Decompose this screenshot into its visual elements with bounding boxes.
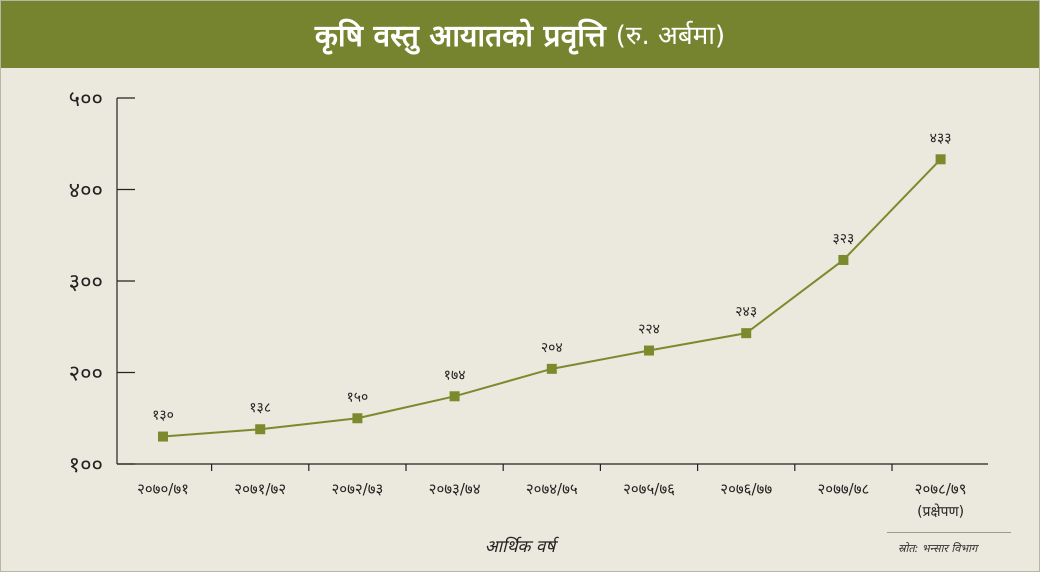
data-point (546, 363, 557, 374)
y-tick-label: ५०० (69, 87, 103, 112)
source-divider (887, 532, 1011, 533)
series-line (162, 158, 942, 438)
data-point (352, 413, 363, 424)
data-point (935, 154, 946, 165)
data-label: ३२३ (832, 231, 854, 247)
data-label: १३८ (249, 400, 271, 416)
y-tick-label: १०० (69, 453, 103, 478)
data-point (158, 431, 168, 442)
data-point (838, 254, 849, 265)
data-point (449, 391, 460, 402)
title-bar: कृषि वस्तु आयातको प्रवृत्ति (रु. अर्बमा) (0, 0, 1040, 68)
x-tick-label: २०७७/७८ (817, 480, 869, 498)
x-tick-label: २०७६/७७ (720, 480, 772, 498)
source-note: स्रोत: भन्सार विभाग (898, 542, 978, 555)
x-tick-label: २०७१/७२ (234, 480, 286, 498)
data-point (255, 424, 266, 435)
x-tick-label: २०७८/७९ (915, 480, 967, 498)
data-label: २०४ (541, 340, 563, 356)
x-tick-label: २०७५/७६ (623, 480, 675, 498)
x-axis-title: आर्थिक वर्ष (484, 537, 556, 557)
chart-title-unit: (रु. अर्बमा) (615, 21, 726, 51)
data-label: २२४ (638, 322, 660, 338)
data-label: १३० (152, 408, 174, 424)
data-point (644, 345, 654, 356)
y-tick-label: ४०० (69, 179, 103, 204)
x-tick-label: २०७४/७५ (526, 480, 578, 498)
x-tick-note: (प्रक्षेपण) (917, 503, 964, 520)
y-tick-label: ३०० (69, 270, 103, 295)
x-tick-label: २०७२/७३ (331, 480, 383, 498)
data-label: ४३३ (930, 130, 952, 146)
data-label: १५० (346, 389, 368, 405)
chart-title: कृषि वस्तु आयातको प्रवृत्ति (314, 18, 606, 54)
x-tick-label: २०७३/७४ (429, 480, 481, 498)
y-tick-label: २०० (69, 362, 103, 387)
data-label: १७४ (444, 367, 466, 383)
x-tick-label: २०७०/७१ (137, 480, 189, 498)
data-label: २४३ (735, 304, 757, 320)
data-point (741, 328, 752, 339)
